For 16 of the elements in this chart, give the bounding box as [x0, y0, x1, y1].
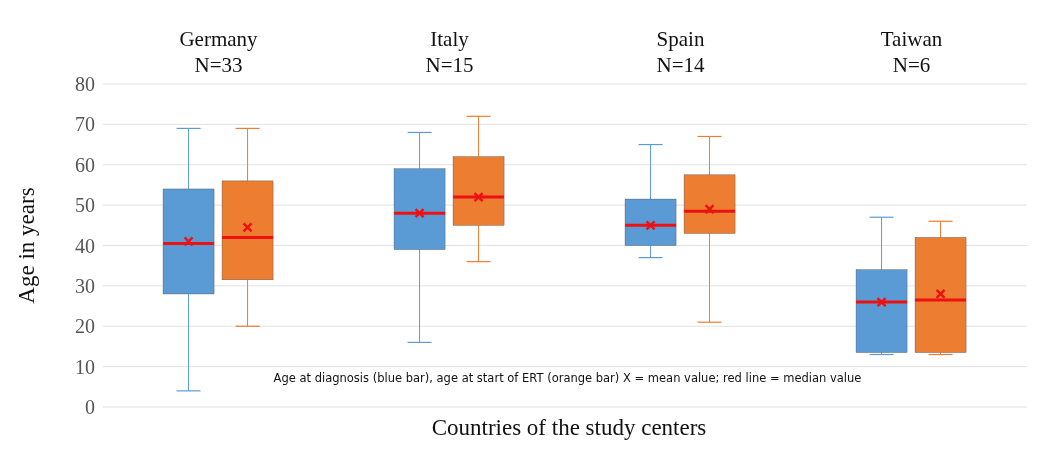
- y-tick-label: 50: [75, 194, 95, 217]
- x-tick-label: Spain N=14: [656, 27, 705, 77]
- y-tick-label: 70: [75, 113, 95, 136]
- y-tick-label: 20: [75, 315, 95, 338]
- y-tick-label: 80: [75, 73, 95, 96]
- y-tick-label: 30: [75, 274, 95, 297]
- y-tick-label: 10: [75, 355, 95, 378]
- x-tick-label: Germany N=33: [179, 27, 259, 77]
- y-axis-title: Age in years: [14, 187, 40, 304]
- x-tick-label: Taiwan N=6: [880, 27, 943, 77]
- x-tick-label: Italy N=15: [425, 27, 474, 77]
- y-tick-label: 60: [75, 153, 95, 176]
- annotation: Age at diagnosis (blue bar), age at start of ERT (orange bar) X = mean value; red line = median value: [272, 371, 863, 385]
- y-tick-label: 40: [75, 234, 95, 257]
- y-tick-label: 0: [85, 396, 95, 419]
- x-axis-title: Countries of the study centers: [431, 415, 707, 440]
